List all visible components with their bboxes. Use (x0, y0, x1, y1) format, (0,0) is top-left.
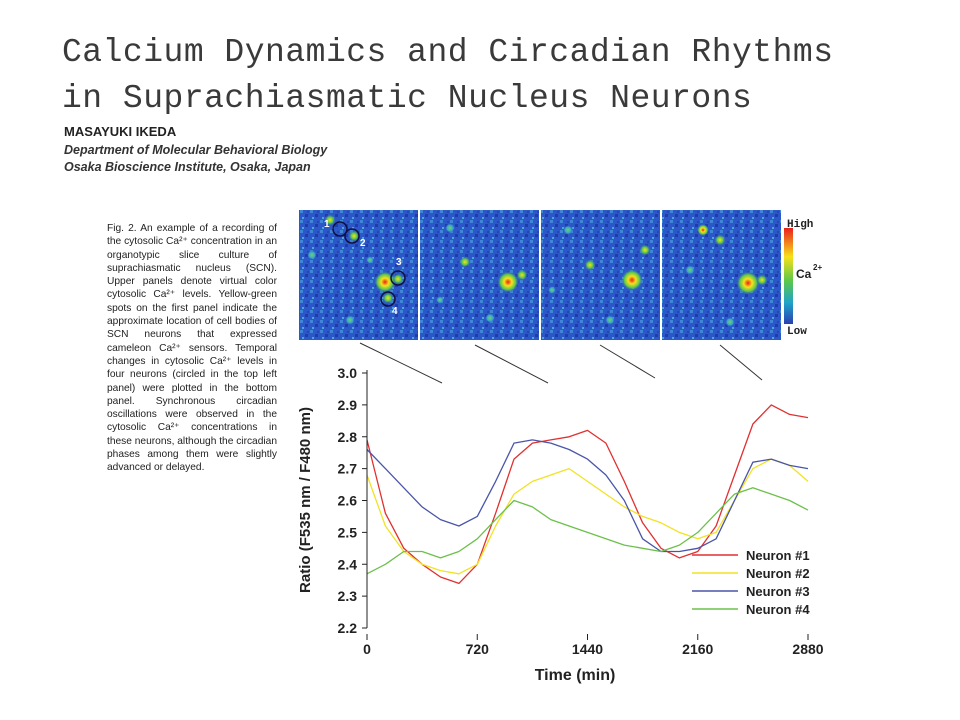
y-tick-label: 3.0 (338, 365, 358, 381)
y-ticks: 2.2 2.3 2.4 2.5 2.6 2.7 2.8 2.9 3.0 (338, 365, 367, 636)
legend-label: Neuron #1 (746, 548, 810, 563)
y-tick-label: 2.3 (338, 588, 358, 604)
neuron-label-1: 1 (324, 219, 330, 230)
neuron-label-3: 3 (396, 257, 402, 268)
y-tick-label: 2.7 (338, 461, 358, 477)
x-ticks: 0 720 1440 2160 2880 (363, 634, 824, 657)
affiliation-line-2: Osaka Bioscience Institute, Osaka, Japan (64, 160, 311, 174)
y-tick-label: 2.5 (338, 524, 358, 540)
colorbar-low-label: Low (787, 326, 807, 338)
colorbar-high-label: High (787, 219, 813, 231)
legend: Neuron #1 Neuron #2 Neuron #3 Neuron #4 (692, 548, 810, 617)
x-tick-label: 0 (363, 641, 371, 657)
y-tick-label: 2.8 (338, 429, 358, 445)
title-line-2: in Suprachiasmatic Nucleus Neurons (62, 80, 753, 117)
affiliation-line-1: Department of Molecular Behavioral Biolo… (64, 143, 328, 157)
x-tick-label: 1440 (572, 641, 603, 657)
imaging-panel-1 (299, 210, 418, 340)
line-chart: 2.2 2.3 2.4 2.5 2.6 2.7 2.8 2.9 3.0 0 720 1440 2160… (297, 365, 824, 684)
figure: 1 2 3 4 High Low (297, 210, 824, 684)
y-axis-label: Ratio (F535 nm / F480 nm) (297, 407, 314, 593)
colorbar (784, 228, 793, 324)
legend-label: Neuron #4 (746, 602, 810, 617)
panel-connectors (359, 342, 763, 384)
neuron-marker-1: 1 (324, 219, 348, 237)
y-tick-label: 2.9 (338, 397, 358, 413)
imaging-panel-3 (541, 210, 660, 340)
y-tick-label: 2.4 (338, 556, 358, 572)
imaging-panel-2 (420, 210, 539, 340)
x-tick-label: 2880 (792, 641, 823, 657)
imaging-panel-4 (662, 210, 781, 340)
series-line-neuron-3 (366, 439, 809, 553)
colorbar-label: Ca (796, 267, 812, 281)
author-name: MASAYUKI IKEDA (64, 124, 177, 139)
y-tick-label: 2.6 (338, 493, 358, 509)
title-line-1: Calcium Dynamics and Circadian Rhythms (62, 34, 834, 71)
affiliation: Department of Molecular Behavioral Biolo… (64, 142, 327, 176)
series-layer (366, 404, 809, 585)
figure-caption: Fig. 2. An example of a recording of the… (107, 223, 277, 474)
neuron-marker-3: 3 (390, 257, 406, 286)
series-line-neuron-1 (366, 404, 809, 585)
neuron-label-4: 4 (392, 306, 398, 317)
neuron-marker-2: 2 (344, 228, 366, 249)
x-tick-label: 720 (466, 641, 490, 657)
legend-label: Neuron #2 (746, 566, 810, 581)
x-axis-label: Time (min) (535, 667, 616, 684)
x-tick-label: 2160 (682, 641, 713, 657)
neuron-label-2: 2 (360, 238, 366, 249)
series-line-neuron-4 (366, 487, 809, 575)
colorbar-label-superscript: 2+ (813, 263, 822, 272)
neuron-marker-4: 4 (380, 291, 398, 317)
series-line-neuron-2 (366, 458, 809, 575)
y-tick-label: 2.2 (338, 620, 358, 636)
legend-label: Neuron #3 (746, 584, 810, 599)
page-title: Calcium Dynamics and Circadian Rhythms i… (62, 30, 942, 122)
